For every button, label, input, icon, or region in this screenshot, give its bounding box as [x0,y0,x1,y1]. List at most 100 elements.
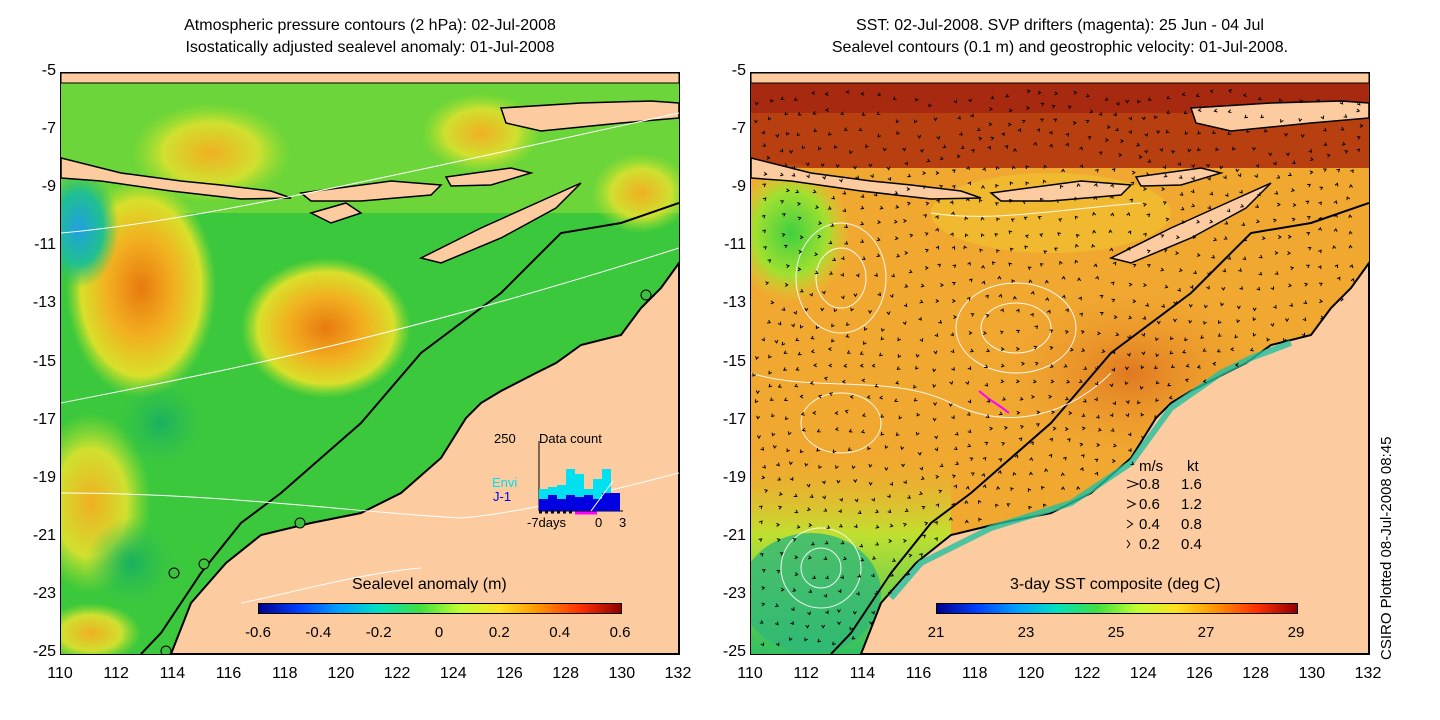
velocity-vector [794,555,799,560]
velocity-vector [1164,284,1169,289]
velocity-vector [869,621,874,626]
velocity-vector [799,235,804,240]
velocity-vector [951,245,956,250]
velocity-vector [1054,91,1059,96]
velocity-vector [894,398,899,402]
velocity-vector [1243,237,1248,242]
velocity-vector [805,162,810,167]
velocity-vector [1023,216,1028,221]
velocity-vector [791,323,795,328]
velocity-vector [924,266,929,271]
velocity-vector [932,384,937,388]
velocity-vector [779,552,784,556]
velocity-vector [1028,505,1032,510]
velocity-vector [1288,172,1292,176]
velocity-vector [1027,488,1032,492]
left-colorbar-label: Sealevel anomaly (m) [352,576,507,593]
velocity-vector [995,202,999,206]
velocity-vector [1227,109,1232,114]
velocity-vector [811,541,815,546]
velocity-vector [952,264,957,269]
velocity-vector [840,540,845,545]
velocity-vector [854,498,859,503]
velocity-vector [935,215,939,219]
velocity-vector [804,462,809,467]
velocity-vector [1125,413,1130,418]
velocity-vector [1005,93,1010,98]
velocity-vector [784,282,789,287]
velocity-vector [1034,361,1039,366]
velocity-vector [799,449,804,454]
velocity-vector [1236,305,1241,310]
velocity-vector [1095,275,1099,280]
velocity-vector [1211,254,1216,259]
velocity-vector [935,171,940,175]
velocity-vector [833,308,838,313]
velocity-vector [875,542,880,546]
velocity-vector [1197,130,1202,135]
inset-title: Data count [539,431,602,446]
right-y-tick-label: -5 [731,62,746,79]
velocity-vector [1093,263,1098,268]
velocity-vector [877,292,882,297]
velocity-vector [1009,247,1014,252]
velocity-vector [797,267,802,272]
velocity-vector [796,524,801,529]
velocity-vector [1061,275,1066,280]
velocity-vector [880,336,885,341]
velocity-vector [783,163,788,167]
velocity-vector [1032,379,1037,384]
velocity-vector [1274,250,1279,255]
velocity-vector [1108,229,1113,234]
velocity-vector [934,435,939,440]
velocity-vector [1320,315,1325,320]
velocity-vector [1257,96,1262,101]
velocity-vector [998,411,1003,416]
right-y-tick-label: -15 [722,352,746,370]
velocity-vector [840,256,845,261]
velocity-vector [966,166,970,171]
velocity-vector [904,250,909,255]
velocity-vector [1094,397,1098,402]
velocity-vector [1077,277,1082,282]
velocity-vector [1137,99,1141,104]
velocity-vector [979,198,983,203]
velocity-vector [759,553,764,557]
velocity-vector [1191,163,1195,168]
velocity-vector [990,136,995,141]
velocity-vector [1318,249,1322,254]
velocity-vector [1144,132,1149,137]
velocity-vector [874,590,879,595]
velocity-vector [1099,311,1104,316]
velocity-vector [1126,352,1131,357]
velocity-vector [1124,366,1129,371]
velocity-vector [797,202,802,206]
velocity-vector [1099,294,1104,299]
velocity-vector [839,497,843,502]
velocity-vector [1160,267,1165,272]
velocity-vector [1192,235,1197,240]
velocity-vector [825,610,829,615]
velocity-vector [1318,216,1322,221]
velocity-vector [857,510,862,514]
right-y-tick-label: -7 [731,120,746,138]
velocity-vector [797,112,802,116]
velocity-vector [963,245,968,250]
velocity-vector [1048,453,1053,458]
velocity-vector [1132,263,1137,268]
velocity-vector [783,397,788,401]
velocity-vector [1344,150,1349,154]
velocity-vector [917,451,922,456]
velocity-vector [799,394,804,399]
velocity-vector [840,272,844,277]
velocity-vector [1146,249,1151,254]
velocity-vector [781,307,786,311]
velocity-vector [861,429,865,434]
velocity-vector [1011,165,1016,170]
left-x-tick-label: 110 [47,665,73,682]
velocity-vector [1147,159,1152,163]
velocity-vector [1256,286,1261,291]
velocity-vector [1049,329,1054,333]
velocity-vector [767,259,772,263]
velocity-vector [838,523,843,528]
